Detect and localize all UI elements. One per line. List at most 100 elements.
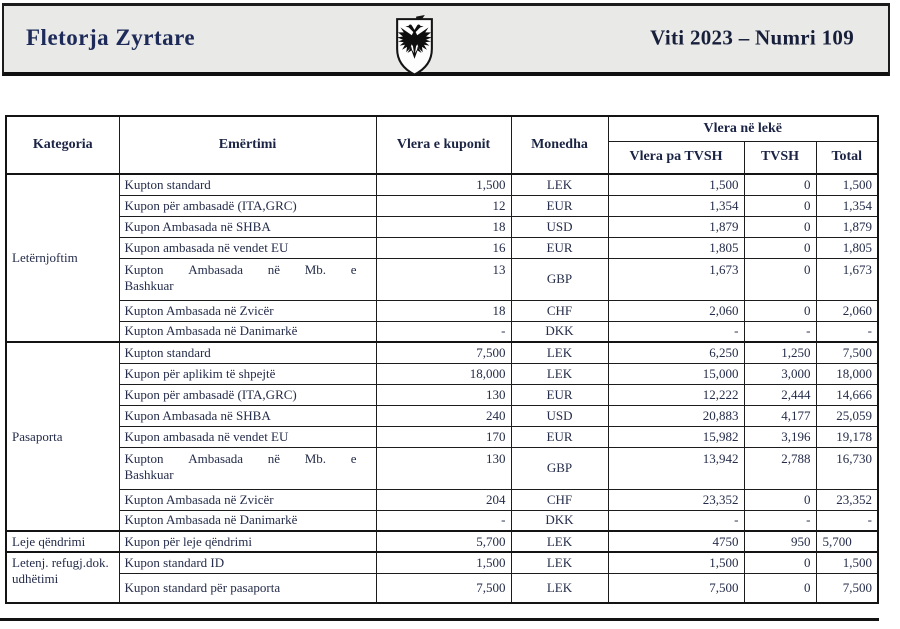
total-cell: 25,059 bbox=[815, 404, 879, 427]
total-cell: 18,000 bbox=[815, 362, 879, 385]
total-cell: 5,700 bbox=[815, 530, 879, 553]
row-name-cell: Kupton Ambasada në Danimarkë bbox=[118, 509, 377, 532]
row-name-cell: Kupton Ambasada në Zvicër bbox=[118, 488, 377, 511]
vat-cell: 0 bbox=[743, 551, 817, 574]
bottom-rule bbox=[0, 618, 879, 621]
vat-cell: - bbox=[743, 509, 817, 532]
total-cell: 23,352 bbox=[815, 488, 879, 511]
currency-cell: DKK bbox=[510, 320, 609, 343]
col-header-monedha: Monedha bbox=[510, 115, 609, 175]
total-cell: 19,178 bbox=[815, 425, 879, 448]
coupon-value-cell: 7,500 bbox=[375, 341, 512, 364]
value-no-vat-cell: - bbox=[607, 509, 745, 532]
currency-cell: CHF bbox=[510, 488, 609, 511]
vat-cell: 2,444 bbox=[743, 383, 817, 406]
value-no-vat-cell: 2,060 bbox=[607, 299, 745, 322]
row-name-cell: Kupon për aplikim të shpejtë bbox=[118, 362, 377, 385]
currency-cell: GBP bbox=[510, 257, 609, 301]
value-no-vat-cell: 6,250 bbox=[607, 341, 745, 364]
vat-cell: 0 bbox=[743, 236, 817, 259]
value-no-vat-cell: 23,352 bbox=[607, 488, 745, 511]
currency-cell: USD bbox=[510, 215, 609, 238]
currency-cell: LEK bbox=[510, 572, 609, 604]
value-no-vat-cell: 20,883 bbox=[607, 404, 745, 427]
table-row: Kupon Ambasada në SHBA 240 USD 20,883 4,177 2… bbox=[6, 404, 879, 427]
row-name-cell: Kupon Ambasada në SHBA bbox=[118, 215, 377, 238]
table-row: Kupton Ambasada në Danimarkë - DKK - - - bbox=[6, 320, 879, 343]
row-name-cell: Kupon standard ID bbox=[118, 551, 377, 574]
vat-cell: 3,000 bbox=[743, 362, 817, 385]
coupon-value-cell: 18 bbox=[375, 215, 512, 238]
total-cell: 1,805 bbox=[815, 236, 879, 259]
coupon-value-cell: 13 bbox=[375, 257, 512, 301]
value-no-vat-cell: 1,879 bbox=[607, 215, 745, 238]
row-name-cell: Kupton Ambasada në Mb. e Bashkuar bbox=[118, 257, 377, 301]
col-header-kategoria: Kategoria bbox=[5, 115, 120, 175]
col-group-vlera-ne-leke: Vlera në lekë bbox=[607, 115, 879, 142]
row-name-cell: Kupton Ambasada në Zvicër bbox=[118, 299, 377, 322]
value-no-vat-cell: 1,500 bbox=[607, 551, 745, 574]
value-no-vat-cell: 1,354 bbox=[607, 194, 745, 217]
table-row: Kupon ambasada në vendet EU 170 EUR 15,982 3… bbox=[6, 425, 879, 448]
currency-cell: LEK bbox=[510, 551, 609, 574]
currency-cell: LEK bbox=[510, 173, 609, 196]
vat-cell: 2,788 bbox=[743, 446, 817, 490]
table-row: Kupon për aplikim të shpejtë 18,000 LEK 15,… bbox=[6, 362, 879, 385]
vat-cell: 0 bbox=[743, 572, 817, 604]
gazette-title: Fletorja Zyrtare bbox=[26, 24, 196, 50]
coupon-value-cell: 18 bbox=[375, 299, 512, 322]
table-row: Kupon për ambasadë (ITA,GRC) 12 EUR 1,354 0 1… bbox=[6, 194, 879, 217]
table-row: Kupton Ambasada në Zvicër 204 CHF 23,352 0 23… bbox=[6, 488, 879, 511]
category-cell: Letërnjoftim bbox=[5, 173, 120, 343]
value-no-vat-cell: 12,222 bbox=[607, 383, 745, 406]
coupon-value-cell: 204 bbox=[375, 488, 512, 511]
col-header-total: Total bbox=[815, 140, 879, 175]
total-cell: - bbox=[815, 509, 879, 532]
value-no-vat-cell: 7,500 bbox=[607, 572, 745, 604]
row-name-cell: Kupon Ambasada në SHBA bbox=[118, 404, 377, 427]
masthead: Fletorja Zyrtare Viti 2023 – Numri 109 bbox=[2, 3, 890, 76]
table-row: Kupton Ambasada në Zvicër 18 CHF 2,060 0 2,06… bbox=[6, 299, 879, 322]
currency-cell: LEK bbox=[510, 341, 609, 364]
currency-cell: EUR bbox=[510, 425, 609, 448]
vat-cell: 4,177 bbox=[743, 404, 817, 427]
value-no-vat-cell: 1,673 bbox=[607, 257, 745, 301]
table-row: Letenj. refugj.dok. udhëtimi Kupon standa… bbox=[5, 551, 879, 604]
category-cell: Letenj. refugj.dok. udhëtimi bbox=[5, 551, 120, 604]
value-no-vat-cell: 15,982 bbox=[607, 425, 745, 448]
coupon-value-cell: 5,700 bbox=[375, 530, 512, 553]
vat-cell: 3,196 bbox=[743, 425, 817, 448]
table-row: Kupon për ambasadë (ITA,GRC) 130 EUR 12,222… bbox=[6, 383, 879, 406]
vat-cell: 0 bbox=[743, 215, 817, 238]
total-cell: 7,500 bbox=[815, 572, 879, 604]
row-name-cell: Kupon për ambasadë (ITA,GRC) bbox=[118, 194, 377, 217]
coupon-value-cell: 170 bbox=[375, 425, 512, 448]
currency-cell: LEK bbox=[510, 362, 609, 385]
coupon-value-cell: - bbox=[375, 509, 512, 532]
coupon-value-cell: 130 bbox=[375, 446, 512, 490]
total-cell: - bbox=[815, 320, 879, 343]
currency-cell: GBP bbox=[510, 446, 609, 490]
total-cell: 2,060 bbox=[815, 299, 879, 322]
total-cell: 14,666 bbox=[815, 383, 879, 406]
vat-cell: 0 bbox=[743, 488, 817, 511]
table-row: Letërnjoftim Kupton standard 1,500 LEK 1,500… bbox=[5, 173, 879, 343]
coupon-value-cell: - bbox=[375, 320, 512, 343]
vat-cell: 1,250 bbox=[743, 341, 817, 364]
row-name-cell: Kupton Ambasada në Danimarkë bbox=[118, 320, 377, 343]
fees-table-body: Letërnjoftim Kupton standard 1,500 LEK 1,500… bbox=[5, 173, 879, 604]
total-cell: 1,673 bbox=[815, 257, 879, 301]
row-name-cell: Kupon ambasada në vendet EU bbox=[118, 425, 377, 448]
table-row: Pasaporta Kupton standard 7,500 LEK 6,250 1,2… bbox=[5, 341, 879, 532]
vat-cell: 0 bbox=[743, 194, 817, 217]
col-header-vlera-kuponit: Vlera e kuponit bbox=[375, 115, 512, 175]
albania-eagle-emblem-icon bbox=[393, 15, 436, 77]
value-no-vat-cell: 1,805 bbox=[607, 236, 745, 259]
col-header-vlera-pa-tvsh: Vlera pa TVSH bbox=[607, 140, 745, 175]
fees-table: Kategoria Emërtimi Vlera e kuponit Moned… bbox=[5, 115, 880, 604]
col-header-emertimi: Emërtimi bbox=[118, 115, 377, 175]
total-cell: 1,879 bbox=[815, 215, 879, 238]
currency-cell: USD bbox=[510, 404, 609, 427]
col-header-tvsh: TVSH bbox=[743, 140, 817, 175]
currency-cell: LEK bbox=[510, 530, 609, 553]
